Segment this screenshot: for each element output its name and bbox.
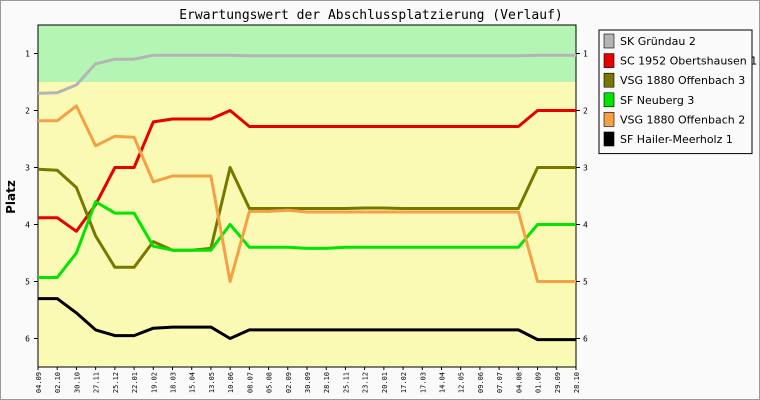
x-tick-label: 28.10: [323, 372, 331, 393]
x-tick-label: 20.01: [381, 372, 389, 393]
x-tick-label: 04.09: [35, 372, 43, 393]
x-tick-label: 29.09: [554, 372, 562, 393]
x-tick-label: 05.08: [266, 372, 274, 393]
x-tick-label: 01.09: [535, 372, 543, 393]
x-tick-label: 10.06: [227, 372, 235, 393]
x-tick-label: 14.04: [439, 372, 447, 393]
chart-title: Erwartungswert der Abschlussplatzierung …: [179, 8, 563, 23]
y-tick-label-right: 5: [583, 278, 588, 287]
series-line-3: [37, 166, 576, 269]
x-tick-label: 12.05: [458, 372, 466, 393]
x-tick-label: 02.09: [285, 372, 293, 393]
y-tick-label-right: 4: [583, 221, 588, 230]
legend-label-3: VSG 1880 Offenbach 3: [620, 74, 745, 87]
x-tick-label: 15.04: [189, 372, 197, 393]
legend-swatch-5: [603, 112, 615, 127]
x-tick-label: 08.07: [246, 372, 254, 393]
x-tick-label: 22.01: [131, 372, 139, 393]
y-tick-label-left: 3: [25, 164, 30, 173]
y-tick-label-left: 1: [25, 50, 30, 59]
y-tick-label-left: 4: [25, 221, 30, 230]
x-tick-label: 30.09: [304, 372, 312, 393]
x-tick-label: 04.08: [515, 372, 523, 393]
x-tick-label: 17.03: [419, 372, 427, 393]
x-tick-label: 17.02: [400, 372, 408, 393]
y-tick-label-right: 6: [583, 335, 588, 344]
x-tick-label: 23.12: [362, 372, 370, 393]
series-line-6: [38, 297, 576, 342]
axes: 1 1 2 2 3 3 4 4 5 5 6 6 04.09 02.10 30.10 27.11 25.12 22.…: [25, 24, 588, 393]
x-tick-label: 19.02: [150, 372, 158, 393]
legend-label-4: SF Neuberg 3: [620, 94, 694, 107]
legend-box: [598, 29, 753, 155]
legend-label-5: VSG 1880 Offenbach 2: [620, 113, 745, 126]
legend: SK Gründau 2 SC 1952 Obertshausen 1 VSG 18…: [598, 29, 757, 155]
background-band-2: [38, 82, 576, 367]
series-lines: [37, 53, 576, 342]
legend-label-6: SF Hailer-Meerholz 1: [620, 133, 733, 146]
series-line-4: [38, 200, 576, 279]
x-tick-label: 25.11: [342, 372, 350, 393]
y-tick-label-right: 3: [583, 164, 588, 173]
y-tick-label-left: 2: [25, 107, 30, 116]
legend-swatch-4: [603, 92, 615, 108]
legend-swatch-2: [603, 53, 615, 68]
x-tick-label: 28.10: [573, 372, 581, 393]
legend-label-1: SK Gründau 2: [620, 35, 696, 48]
y-tick-label-left: 5: [25, 278, 30, 287]
series-line-1: [37, 53, 576, 95]
y-tick-label-right: 1: [583, 50, 588, 59]
x-tick-label: 07.07: [496, 372, 504, 393]
y-axis-label: Platz: [4, 180, 18, 214]
background-bands: [38, 25, 576, 367]
x-tick-label: 25.12: [112, 372, 120, 393]
x-tick-label: 09.06: [477, 372, 485, 393]
series-line-2: [38, 109, 576, 233]
series-line-5: [38, 104, 576, 283]
legend-swatch-1: [603, 33, 615, 49]
x-tick-label: 18.03: [170, 372, 178, 393]
x-tick-label: 27.11: [93, 372, 101, 393]
legend-swatch-6: [603, 131, 615, 147]
legend-label-2: SC 1952 Obertshausen 1: [620, 55, 757, 68]
legend-swatch-3: [603, 72, 615, 88]
background-band-1: [38, 25, 576, 82]
x-tick-label: 30.10: [73, 372, 81, 393]
y-tick-label-left: 6: [25, 335, 30, 344]
x-tick-label: 02.10: [54, 372, 62, 393]
x-tick-label: 13.05: [208, 372, 216, 393]
y-tick-label-right: 2: [583, 107, 588, 116]
